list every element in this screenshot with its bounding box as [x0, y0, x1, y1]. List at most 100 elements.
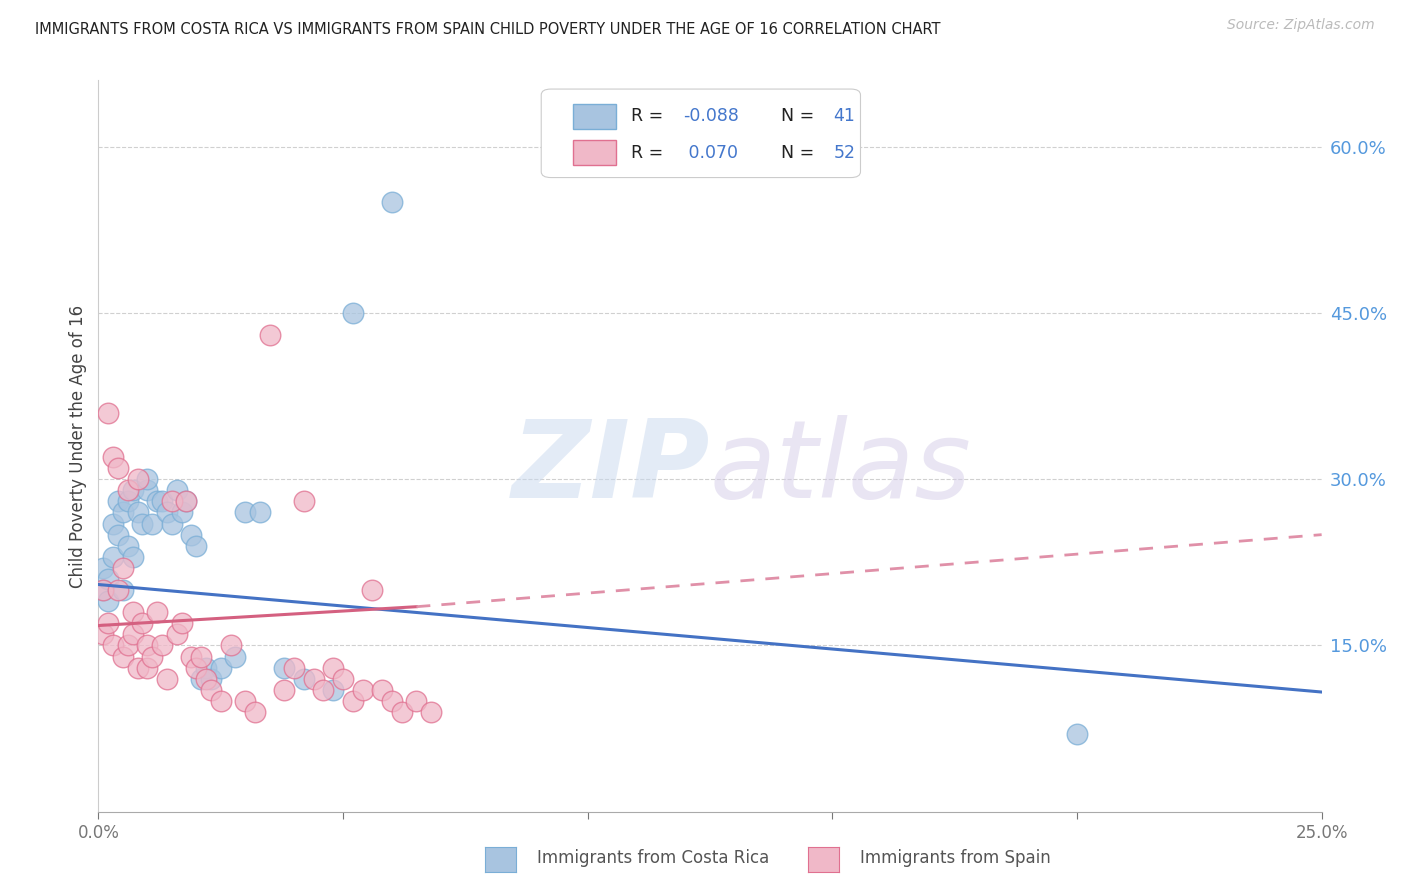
Point: [146, 605, 169, 619]
Text: R =: R =: [630, 144, 668, 161]
Point: [342, 694, 364, 708]
Text: atlas: atlas: [710, 416, 972, 520]
Point: [121, 627, 143, 641]
Point: [156, 672, 179, 686]
Point: [361, 583, 384, 598]
Point: [273, 660, 295, 674]
Point: [97, 616, 120, 631]
Point: [176, 494, 198, 508]
Point: [156, 506, 179, 520]
Point: [117, 494, 139, 508]
Point: [121, 483, 143, 498]
Point: [101, 639, 124, 653]
Point: [342, 306, 364, 320]
Point: [233, 506, 256, 520]
Point: [101, 450, 124, 464]
FancyBboxPatch shape: [541, 89, 860, 178]
Point: [146, 494, 169, 508]
Bar: [574, 103, 616, 129]
Point: [322, 682, 344, 697]
Point: [91, 583, 114, 598]
Text: 0.070: 0.070: [683, 144, 738, 161]
Point: [107, 461, 129, 475]
Point: [302, 672, 325, 686]
Text: Source: ZipAtlas.com: Source: ZipAtlas.com: [1227, 18, 1375, 32]
Point: [136, 472, 159, 486]
Point: [150, 639, 173, 653]
Point: [332, 672, 354, 686]
Point: [249, 506, 271, 520]
Point: [283, 660, 305, 674]
Point: [111, 506, 134, 520]
Text: Immigrants from Spain: Immigrants from Spain: [860, 849, 1052, 867]
Point: [391, 705, 413, 719]
Point: [1066, 727, 1088, 741]
Point: [136, 483, 159, 498]
Point: [141, 516, 163, 531]
Point: [107, 494, 129, 508]
Point: [131, 516, 153, 531]
Point: [97, 572, 120, 586]
Point: [186, 539, 208, 553]
Point: [97, 406, 120, 420]
Point: [381, 694, 404, 708]
Point: [200, 672, 222, 686]
Point: [121, 605, 143, 619]
Point: [233, 694, 256, 708]
Bar: [574, 140, 616, 165]
Text: R =: R =: [630, 107, 668, 126]
Text: -0.088: -0.088: [683, 107, 740, 126]
Point: [91, 583, 114, 598]
Point: [150, 494, 173, 508]
Text: N =: N =: [780, 107, 820, 126]
Point: [352, 682, 374, 697]
Point: [117, 639, 139, 653]
Point: [127, 506, 149, 520]
Point: [243, 705, 266, 719]
Point: [117, 483, 139, 498]
Point: [292, 672, 315, 686]
Point: [97, 594, 120, 608]
Point: [381, 195, 404, 210]
Point: [111, 649, 134, 664]
Point: [91, 627, 114, 641]
Point: [224, 649, 246, 664]
Text: ZIP: ZIP: [512, 415, 710, 521]
Point: [209, 660, 232, 674]
Point: [190, 649, 212, 664]
Text: 41: 41: [834, 107, 855, 126]
Point: [160, 494, 183, 508]
Point: [170, 616, 193, 631]
Point: [131, 616, 153, 631]
Point: [141, 649, 163, 664]
Point: [101, 516, 124, 531]
Point: [136, 660, 159, 674]
Point: [136, 639, 159, 653]
Point: [166, 483, 188, 498]
Point: [117, 539, 139, 553]
Text: 52: 52: [834, 144, 856, 161]
Point: [371, 682, 394, 697]
Point: [259, 328, 281, 343]
Point: [180, 649, 202, 664]
Text: IMMIGRANTS FROM COSTA RICA VS IMMIGRANTS FROM SPAIN CHILD POVERTY UNDER THE AGE : IMMIGRANTS FROM COSTA RICA VS IMMIGRANTS…: [35, 22, 941, 37]
Point: [209, 694, 232, 708]
Point: [186, 660, 208, 674]
Point: [166, 627, 188, 641]
Point: [292, 494, 315, 508]
Text: N =: N =: [780, 144, 820, 161]
Point: [111, 583, 134, 598]
Point: [160, 516, 183, 531]
Y-axis label: Child Poverty Under the Age of 16: Child Poverty Under the Age of 16: [69, 304, 87, 588]
Point: [107, 583, 129, 598]
Point: [176, 494, 198, 508]
Point: [405, 694, 427, 708]
Point: [91, 561, 114, 575]
Point: [121, 549, 143, 564]
Point: [170, 506, 193, 520]
Point: [180, 527, 202, 541]
Point: [312, 682, 335, 697]
Point: [127, 472, 149, 486]
Point: [111, 561, 134, 575]
Point: [219, 639, 242, 653]
